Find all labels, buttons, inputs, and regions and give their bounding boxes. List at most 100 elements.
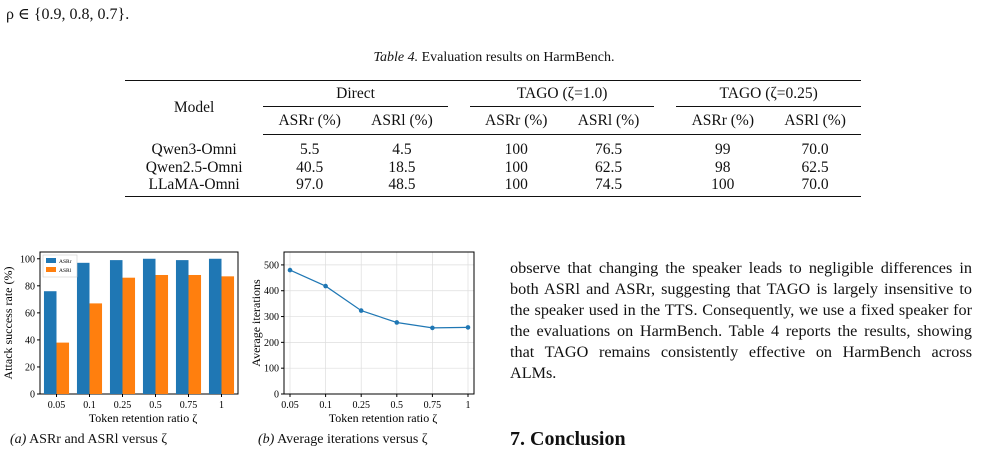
bar-asr-l [188, 274, 202, 394]
legend-swatch [46, 267, 56, 272]
value-cell: 70.0 [801, 175, 829, 193]
value-cell: 76.5 [594, 140, 623, 158]
y-axis-label: Attack success rate (%) [1, 267, 15, 380]
bar-asr-r [76, 262, 90, 394]
x-tick-label: 0.05 [281, 400, 299, 411]
x-tick-label: 0.1 [319, 400, 332, 411]
value-cell: 99 [715, 140, 731, 158]
y-tick-label: 0 [30, 390, 35, 401]
x-tick-label: 0.75 [424, 400, 442, 411]
value-cell: 100 [504, 140, 528, 158]
subheader: ASRr (%) [469, 106, 563, 135]
y-tick-label: 20 [25, 362, 35, 373]
body-paragraph: observe that changing the speaker leads … [510, 259, 972, 382]
model-cell: Qwen3-Omni [151, 140, 237, 158]
table-row: LLaMA-Omni 97.0 48.5 100 74.5 100 70.0 [125, 175, 861, 197]
group-header: TAGO (ζ=1.0) [469, 80, 655, 107]
data-point [465, 325, 471, 330]
x-axis-label: Token retention ratio ζ [89, 411, 197, 424]
value-cell: 18.5 [388, 158, 416, 176]
bar-asr-l [221, 276, 235, 394]
value-cell: 48.5 [388, 175, 416, 193]
x-tick-label: 0.25 [114, 400, 132, 411]
legend-label: ASRr [59, 259, 72, 265]
value-cell: 62.5 [594, 158, 623, 176]
y-tick-label: 0 [274, 390, 279, 401]
value-cell: 100 [504, 158, 528, 176]
value-cell: 40.5 [296, 158, 324, 176]
plot-frame [39, 251, 239, 395]
data-point [394, 320, 400, 325]
figure-caption-b-label: (b) [258, 432, 275, 447]
value-cell: 70.0 [801, 140, 829, 158]
value-cell: 98 [715, 158, 731, 176]
x-tick-label: 0.05 [48, 400, 66, 411]
y-tick-label: 40 [25, 335, 35, 346]
value-cell: 100 [711, 175, 735, 193]
x-axis-label: Token retention ratio ζ [329, 411, 437, 424]
value-cell: 5.5 [299, 140, 320, 158]
y-tick-label: 100 [264, 364, 279, 375]
bar-asr-r [142, 258, 156, 394]
y-tick-label: 60 [25, 308, 35, 319]
section-heading: 7. Conclusion [510, 428, 626, 450]
subheader: ASRl (%) [769, 106, 861, 135]
results-table: Model Direct TAGO (ζ=1.0) TAGO (ζ=0.25) … [125, 80, 861, 197]
x-tick-label: 0.5 [149, 400, 162, 411]
figure-caption-a: (a) ASRr and ASRl versus ζ [10, 432, 167, 448]
bar-asr-l [56, 342, 70, 394]
x-tick-label: 0.25 [352, 400, 370, 411]
x-tick-label: 0.5 [391, 400, 404, 411]
model-header: Model [173, 98, 215, 116]
bar-asr-r [109, 260, 123, 394]
subheader: ASRr (%) [263, 106, 357, 135]
value-cell: 97.0 [296, 175, 324, 193]
bar-asr-l [155, 274, 169, 394]
model-cell: Qwen2.5-Omni [145, 158, 243, 176]
bar-asr-l [89, 303, 103, 394]
value-cell: 74.5 [594, 175, 623, 193]
data-point [287, 267, 293, 273]
group-header: TAGO (ζ=0.25) [676, 80, 861, 107]
y-tick-label: 200 [264, 338, 279, 349]
group-header: Direct [263, 80, 448, 107]
bar-asr-r [208, 258, 222, 394]
series-line [289, 269, 469, 329]
subheader: ASRl (%) [356, 106, 448, 135]
figure-caption-a-text: ASRr and ASRl versus ζ [29, 432, 168, 447]
y-tick-label: 300 [264, 312, 279, 323]
bar-asr-r [43, 291, 57, 394]
bar-chart: 0 20 40 60 80 100 0.05 0.1 0.25 0.5 0.75 1 Token ret… [1, 251, 239, 424]
legend-swatch [46, 258, 56, 263]
table-row: Qwen2.5-Omni 40.5 18.5 100 62.5 98 62.5 [125, 159, 861, 177]
line-chart: 0 100 200 300 400 500 0.05 0.1 0.25 0.5 0.75 1 Token… [249, 251, 475, 424]
value-cell: 62.5 [801, 158, 829, 176]
y-axis-label: Average iterations [249, 279, 263, 367]
legend-label: ASRl [59, 268, 72, 274]
y-tick-label: 100 [20, 254, 35, 265]
table-caption-text: Evaluation results on HarmBench. [421, 50, 615, 65]
x-tick-label: 1 [466, 400, 471, 411]
data-point [430, 325, 435, 331]
table-caption: Table 4. Evaluation results on HarmBench… [0, 50, 988, 66]
model-cell: LLaMA-Omni [148, 175, 240, 193]
bar-asr-r [175, 260, 189, 394]
y-tick-label: 400 [264, 286, 279, 297]
data-point [358, 308, 364, 313]
table-row: Qwen3-Omni 5.5 4.5 100 76.5 99 70.0 [125, 141, 861, 159]
table-caption-label: Table 4. [373, 50, 419, 65]
x-tick-label: 1 [219, 400, 224, 411]
x-tick-label: 0.75 [180, 400, 198, 411]
x-tick-label: 0.1 [83, 400, 96, 411]
y-tick-label: 500 [264, 260, 279, 271]
value-cell: 4.5 [392, 140, 412, 158]
preceding-text: ρ ∈ {0.9, 0.8, 0.7}. [6, 6, 130, 23]
plot-frame [283, 251, 475, 395]
figure-caption-a-label: (a) [10, 432, 27, 447]
figure-caption-b-text: Average iterations versus ζ [277, 432, 428, 447]
value-cell: 100 [504, 175, 528, 193]
data-point [323, 283, 328, 289]
subheader: ASRl (%) [562, 106, 655, 135]
subheader: ASRr (%) [676, 106, 770, 135]
y-tick-label: 80 [25, 281, 35, 292]
